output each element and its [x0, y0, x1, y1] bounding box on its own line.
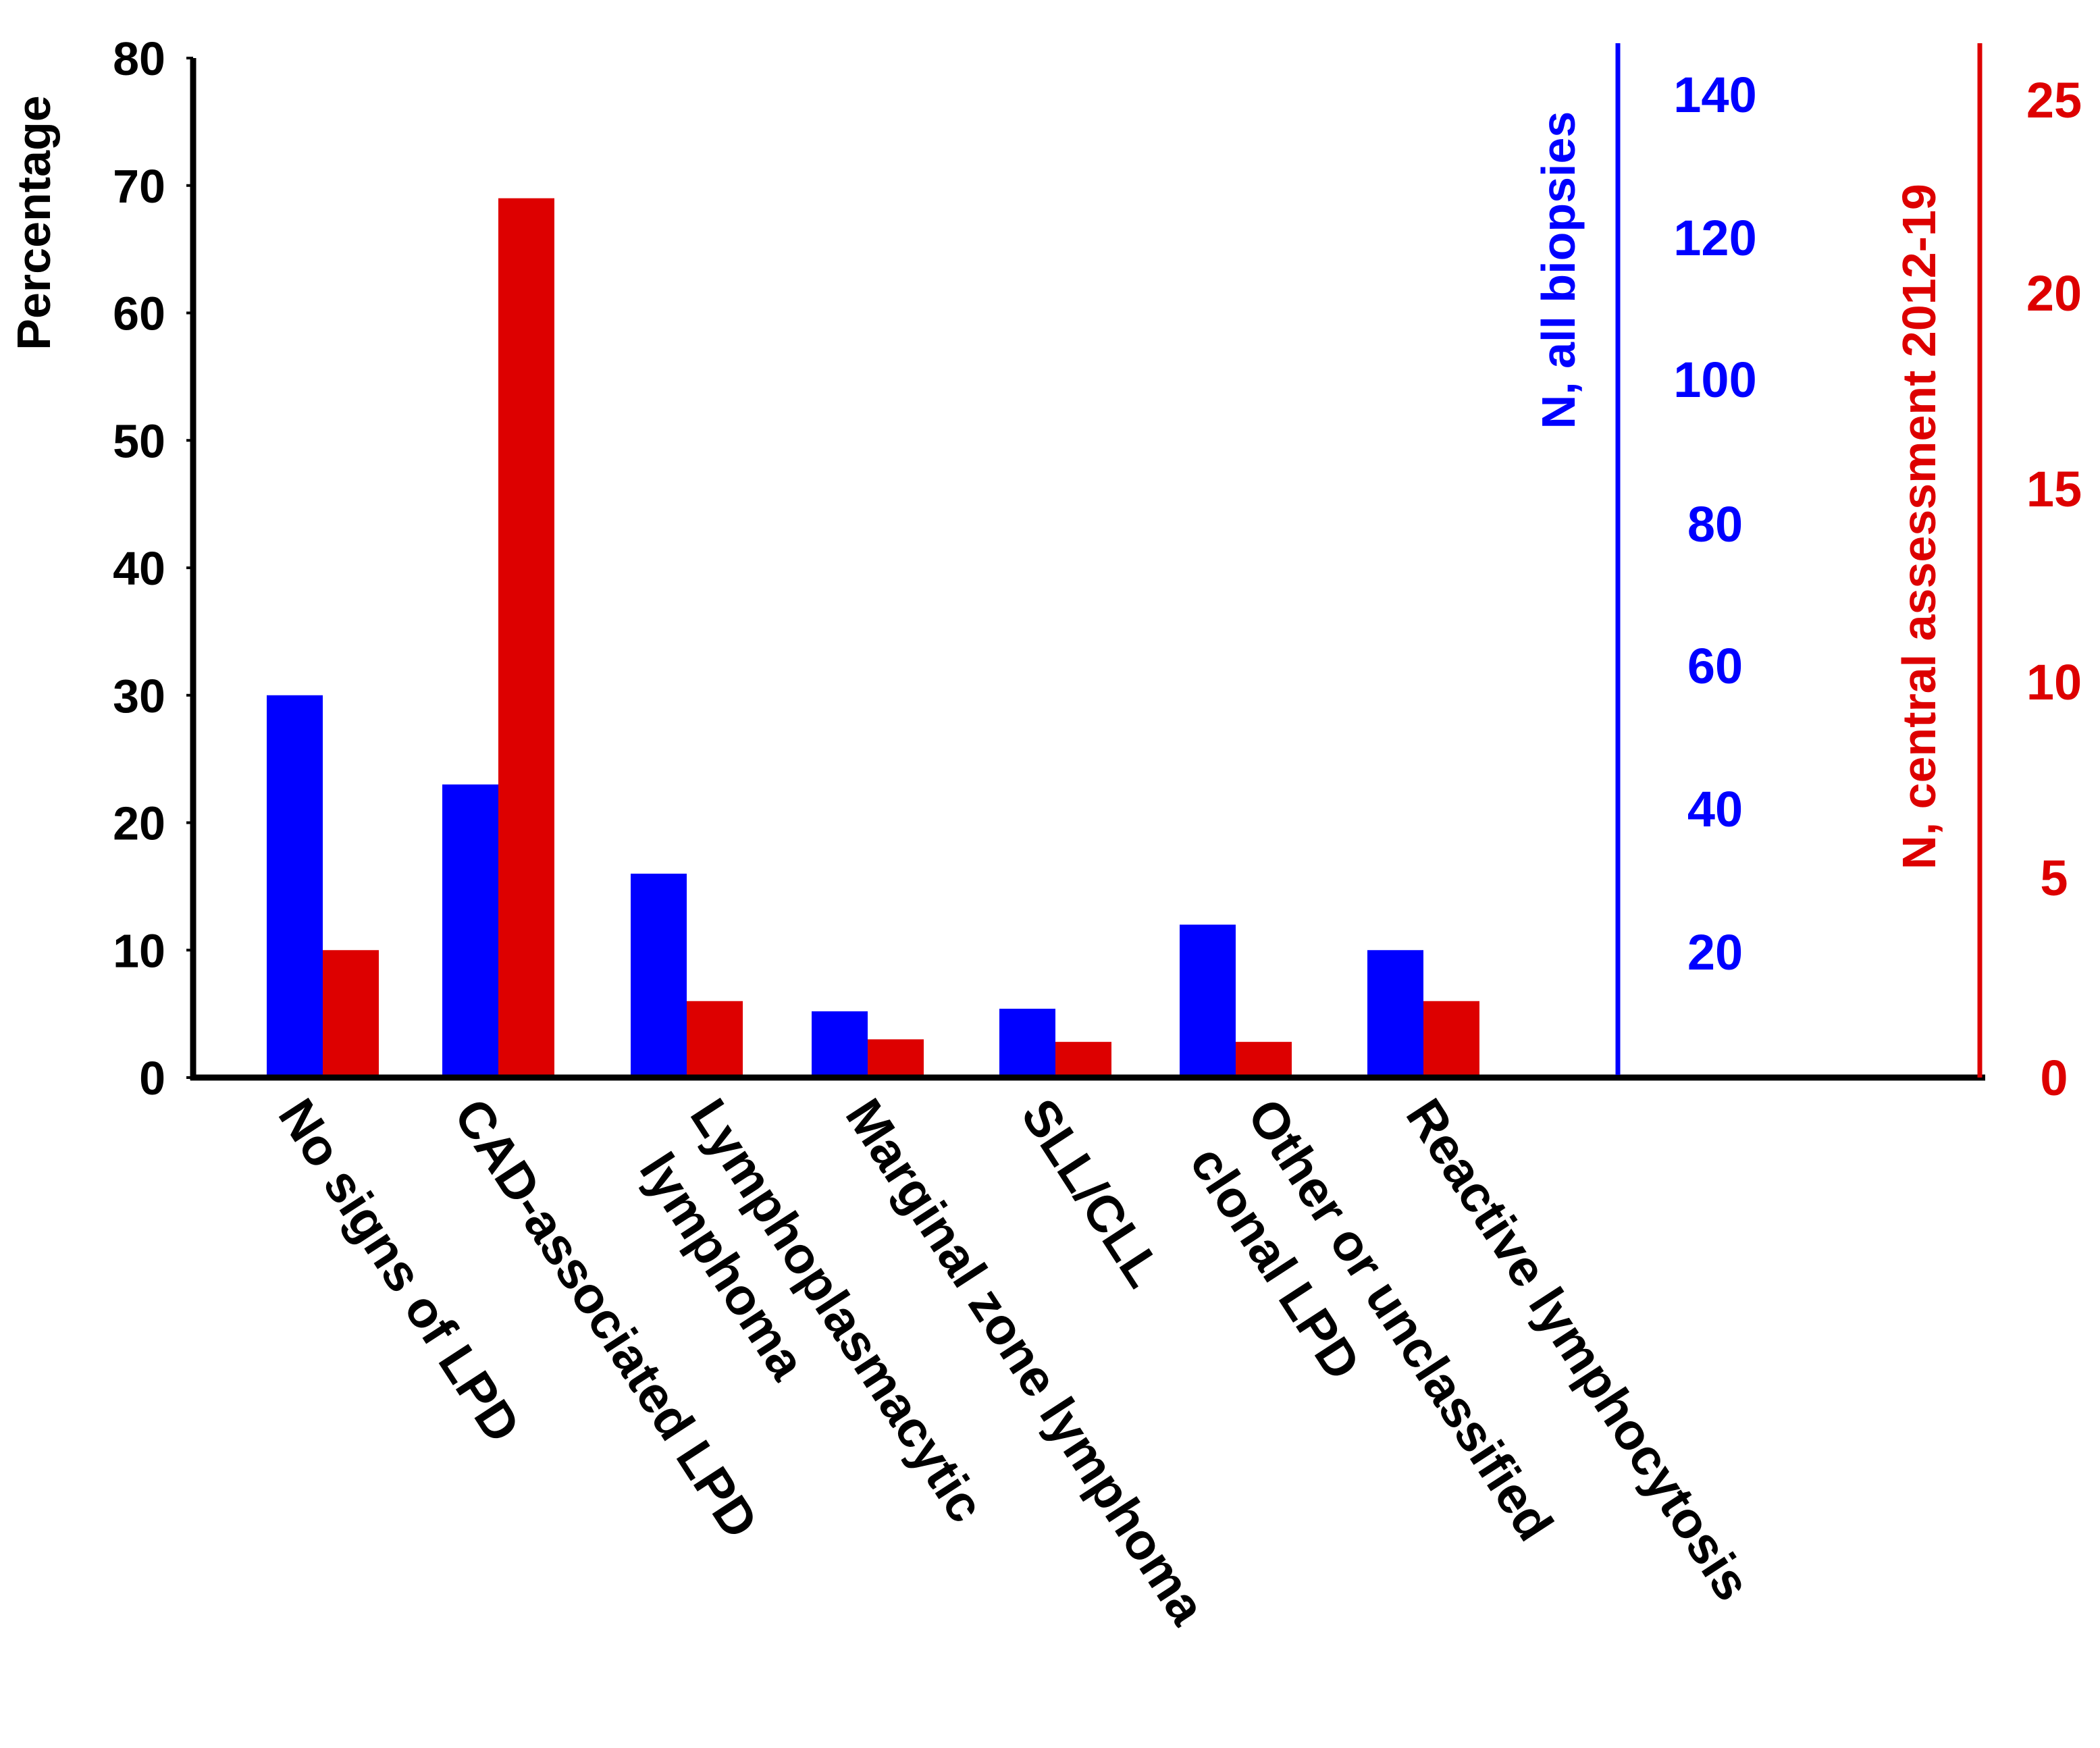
axes-group: [186, 43, 1985, 1081]
bar-red-5: [1236, 1042, 1292, 1078]
left-tick-label-3: 30: [113, 670, 165, 722]
blue-tick-label-2: 60: [1687, 638, 1743, 694]
blue-axis-title: N, all biopsies: [1532, 111, 1585, 429]
bar-blue-2: [631, 874, 687, 1078]
red-tick-label-3: 15: [2026, 461, 2082, 517]
blue-tick-label-0: 20: [1687, 924, 1743, 980]
bar-blue-5: [1180, 924, 1236, 1078]
blue-tick-label-6: 140: [1673, 67, 1756, 123]
bar-blue-4: [999, 1009, 1055, 1078]
bar-blue-3: [812, 1011, 868, 1078]
red-tick-label-1: 5: [2040, 850, 2068, 906]
bar-blue-0: [267, 695, 323, 1078]
red-tick-label-0: 0: [2040, 1050, 2068, 1106]
left-tick-label-1: 10: [113, 924, 165, 977]
bar-red-0: [323, 950, 379, 1078]
red-axis-title: N, central assessment 2012-19: [1893, 184, 1945, 870]
left-tick-label-6: 60: [113, 288, 165, 340]
bar-blue-1: [442, 784, 498, 1078]
bar-blue-6: [1367, 950, 1423, 1078]
bar-red-3: [868, 1039, 924, 1078]
left-tick-label-7: 70: [113, 160, 165, 213]
blue-tick-label-4: 100: [1673, 352, 1756, 408]
bar-red-6: [1423, 1001, 1479, 1078]
category-label-4-line-0: SLL/CLL: [1010, 1089, 1173, 1297]
left-tick-label-5: 50: [113, 415, 165, 467]
bar-red-1: [498, 198, 554, 1078]
blue-tick-label-1: 40: [1687, 781, 1743, 837]
blue-tick-label-3: 80: [1687, 496, 1743, 552]
bar-red-4: [1055, 1042, 1111, 1078]
left-tick-label-2: 20: [113, 797, 165, 850]
y-axis-title: Percentage: [7, 95, 60, 350]
bar-red-2: [687, 1001, 743, 1078]
blue-tick-label-5: 120: [1673, 210, 1756, 266]
bars-group: [267, 198, 1479, 1078]
red-tick-label-5: 25: [2026, 72, 2082, 128]
left-tick-label-0: 0: [139, 1052, 165, 1105]
red-tick-label-2: 10: [2026, 654, 2082, 710]
red-tick-label-4: 20: [2026, 265, 2082, 321]
left-tick-label-8: 80: [113, 32, 165, 85]
left-tick-label-4: 40: [113, 542, 165, 595]
